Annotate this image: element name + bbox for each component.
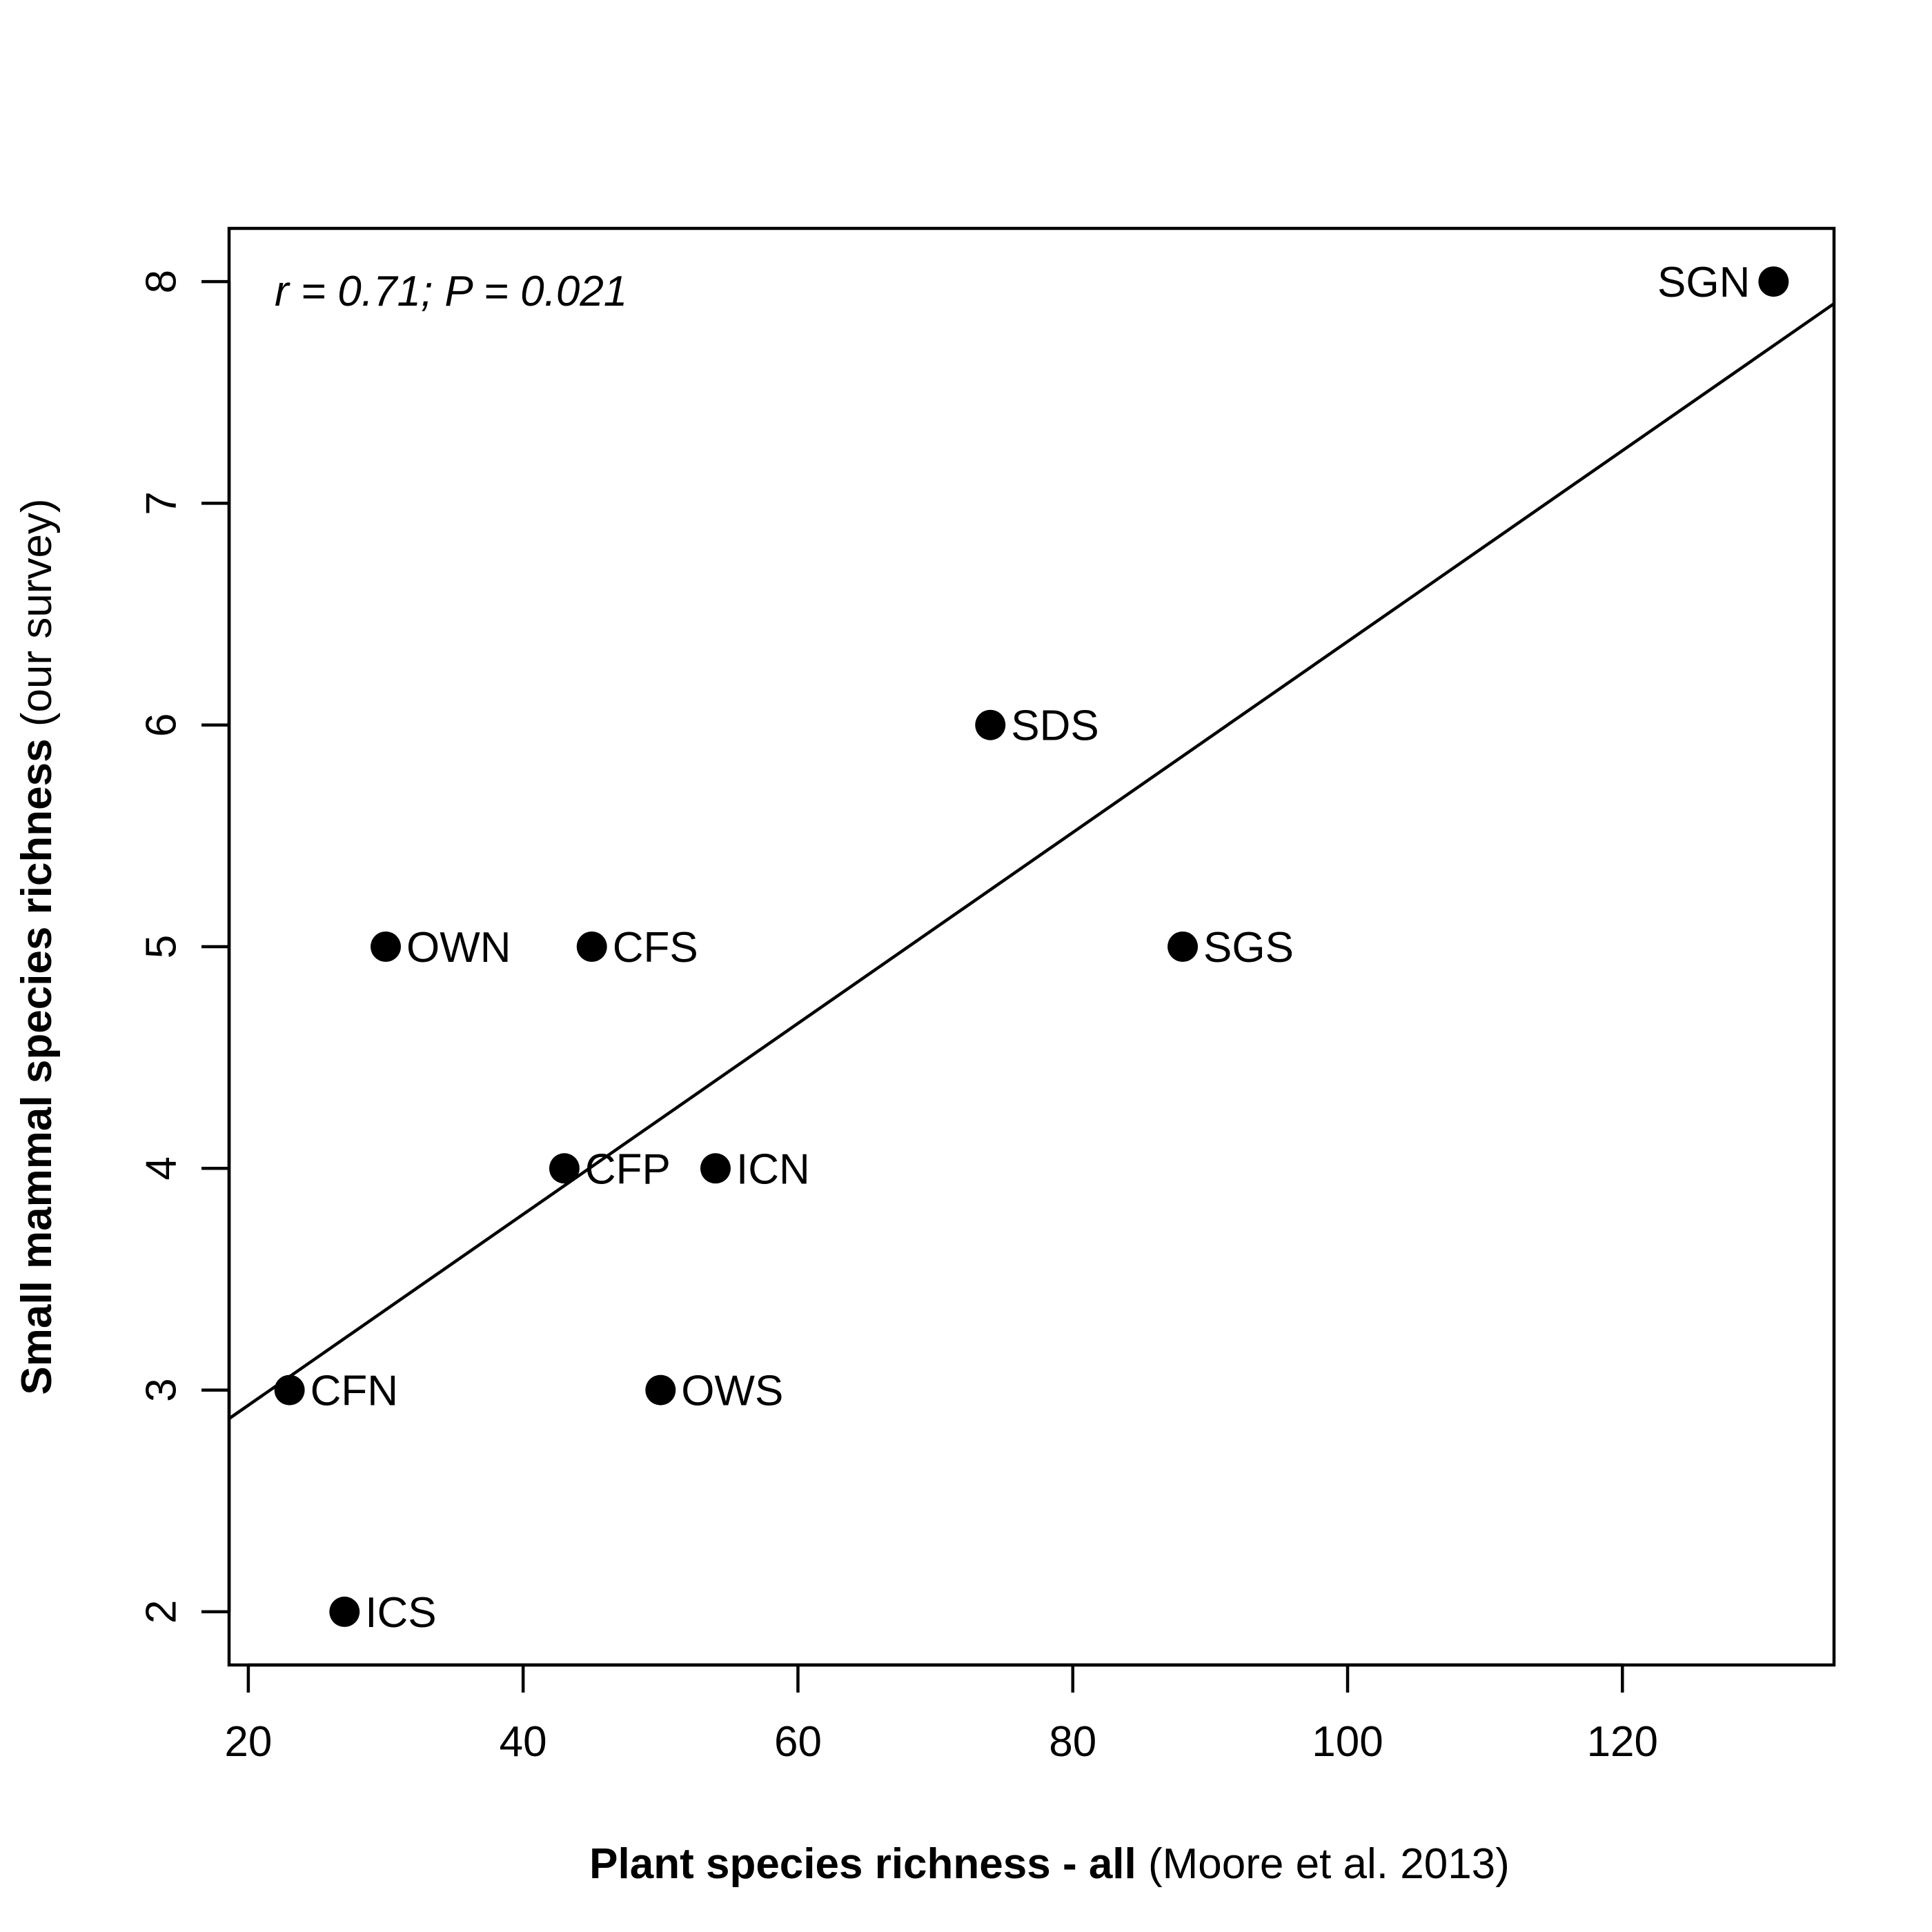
x-tick-label: 100 [1312, 1718, 1383, 1766]
x-tick-label: 120 [1587, 1718, 1658, 1766]
y-tick-label: 4 [138, 1156, 186, 1180]
y-tick-label: 5 [138, 935, 186, 958]
stat-annotation: r = 0.71; P = 0.021 [275, 268, 627, 315]
y-tick-label: 6 [138, 713, 186, 736]
point-label-sgs: SGS [1203, 924, 1294, 972]
data-point-sgs [1167, 931, 1199, 962]
regression-line [229, 302, 1834, 1420]
x-axis: 20 40 60 80 100 120 [224, 1663, 1658, 1766]
data-point-ics [329, 1596, 360, 1627]
point-label-ics: ICS [365, 1589, 436, 1637]
x-axis-title-bold: Plant species richness - all [589, 1840, 1136, 1888]
y-axis-title: Small mammal species richness (our surve… [13, 498, 61, 1394]
data-points: SGN SDS OWN CFS SGS CFP ICN CFN OWS ICS [274, 259, 1789, 1637]
x-axis-title: Plant species richness - all (Moore et a… [589, 1840, 1510, 1888]
data-point-sds [975, 709, 1006, 740]
y-tick-label: 3 [138, 1378, 186, 1401]
data-point-cfs [576, 931, 607, 962]
point-label-ows: OWS [681, 1368, 783, 1415]
data-point-cfp [549, 1153, 580, 1184]
data-point-cfn [274, 1374, 305, 1406]
x-axis-title-source: (Moore et al. 2013) [1136, 1840, 1510, 1888]
y-tick-label: 2 [138, 1600, 186, 1624]
point-label-own: OWN [406, 924, 511, 972]
y-axis-title-note: (our survey) [13, 498, 61, 738]
point-label-cfs: CFS [613, 924, 698, 972]
point-label-cfp: CFP [585, 1145, 671, 1193]
point-label-sgn: SGN [1657, 259, 1750, 306]
data-point-icn [700, 1153, 731, 1184]
x-tick-label: 40 [500, 1718, 547, 1766]
point-label-cfn: CFN [310, 1368, 398, 1415]
y-axis: 2 3 4 5 6 7 8 [138, 270, 231, 1624]
x-tick-label: 60 [774, 1718, 822, 1766]
data-point-sgn [1758, 266, 1789, 297]
x-tick-label: 80 [1049, 1718, 1096, 1766]
data-point-own [371, 931, 402, 962]
y-tick-label: 7 [138, 491, 186, 515]
point-label-icn: ICN [736, 1145, 810, 1193]
x-tick-label: 20 [224, 1718, 272, 1766]
y-tick-label: 8 [138, 270, 186, 293]
point-label-sds: SDS [1011, 702, 1098, 750]
data-point-ows [645, 1374, 676, 1406]
y-axis-title-bold: Small mammal species richness [13, 738, 61, 1394]
